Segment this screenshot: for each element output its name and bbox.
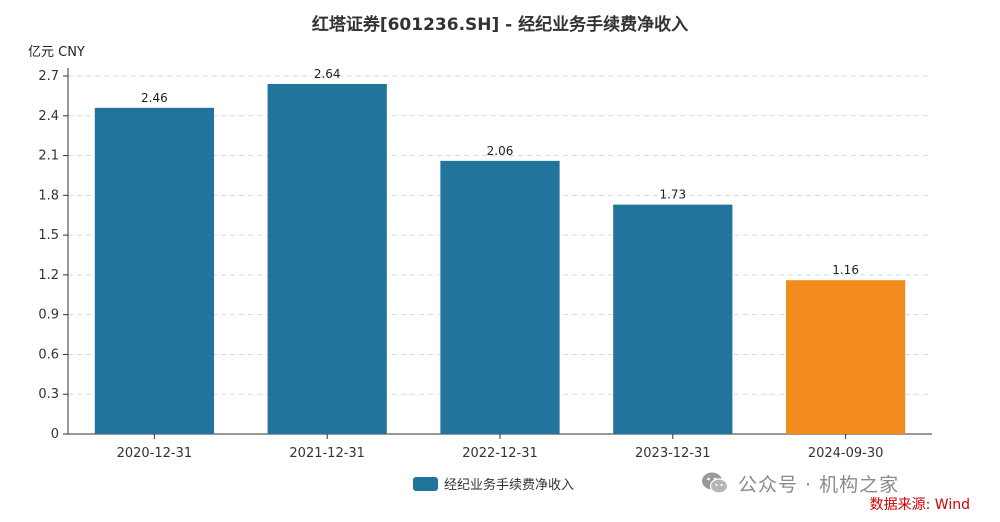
y-tick-label: 0.9 <box>38 308 59 323</box>
x-tick-label: 2024-09-30 <box>808 446 884 461</box>
y-tick-label: 0.3 <box>38 387 59 402</box>
wechat-icon <box>702 472 729 494</box>
data-source-label: 数据来源: Wind <box>869 497 970 513</box>
bar <box>440 160 560 434</box>
y-tick-label: 1.2 <box>38 268 59 283</box>
watermark-text: 公众号 · 机构之家 <box>738 473 900 496</box>
legend-swatch <box>413 476 438 491</box>
x-tick-label: 2021-12-31 <box>289 446 365 461</box>
x-tick-label: 2020-12-31 <box>117 446 193 461</box>
y-tick-label: 1.5 <box>38 228 59 243</box>
bar-value-label: 1.73 <box>659 188 686 202</box>
bar-value-label: 2.46 <box>141 91 168 105</box>
bar-value-label: 2.64 <box>314 67 341 81</box>
legend-label: 经纪业务手续费净收入 <box>444 478 575 493</box>
y-tick-label: 1.8 <box>38 188 59 203</box>
y-tick-label: 2.1 <box>38 149 59 164</box>
x-tick-label: 2022-12-31 <box>462 446 538 461</box>
bar-value-label: 1.16 <box>832 263 859 277</box>
bar <box>267 83 387 434</box>
y-axis-unit-label: 亿元 CNY <box>28 45 85 60</box>
bar-value-label: 2.06 <box>487 144 514 158</box>
y-tick-label: 2.7 <box>38 69 59 84</box>
bar <box>613 204 733 434</box>
y-tick-label: 0.6 <box>38 347 59 362</box>
watermark: 公众号 · 机构之家 <box>700 468 899 498</box>
y-tick-label: 0 <box>51 427 59 442</box>
chart-legend[interactable]: 经纪业务手续费净收入 <box>413 474 574 493</box>
x-tick-label: 2023-12-31 <box>635 446 711 461</box>
bar <box>94 107 215 435</box>
chart-title: 红塔证券[601236.SH] - 经纪业务手续费净收入 <box>311 15 689 35</box>
bar <box>785 280 906 434</box>
y-tick-label: 2.4 <box>38 109 59 124</box>
